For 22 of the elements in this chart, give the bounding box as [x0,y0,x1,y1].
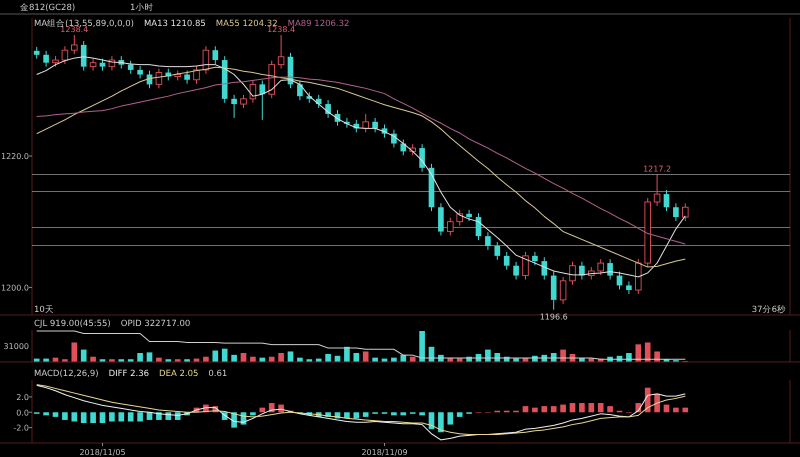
y-tick-label: 0.0 [16,408,29,418]
text: CJL 919.00(45:55) [34,319,111,329]
text: DEA 2.05 [159,369,198,379]
x-tick-label: 2018/11/05 [79,448,126,457]
chart-title: 金812(GC28) [20,2,76,13]
text: DIFF 2.36 [108,369,150,379]
annotation: 10天 [34,304,54,315]
y-tick-label: 2.0 [16,392,29,402]
text: MACD(12,26,9) [34,369,99,379]
x-tick-label: 2018/11/09 [361,448,408,457]
chart-subtitle: 1小时 [130,2,154,13]
text: OPID 322717.00 [120,319,190,329]
text: MA13 1210.85 [144,19,206,29]
text: 31000 [4,342,29,351]
annotation: 1217.2 [643,164,672,174]
y-tick-label: 1220.0 [1,152,29,161]
y-tick-label: 1200.0 [1,283,29,292]
annotation: 1196.6 [540,312,568,322]
y-tick-label: -2.0 [13,424,29,433]
text: 37分6秒 [752,304,786,315]
annotation: 1238.4 [267,25,296,34]
text: 0.61 [208,369,228,379]
